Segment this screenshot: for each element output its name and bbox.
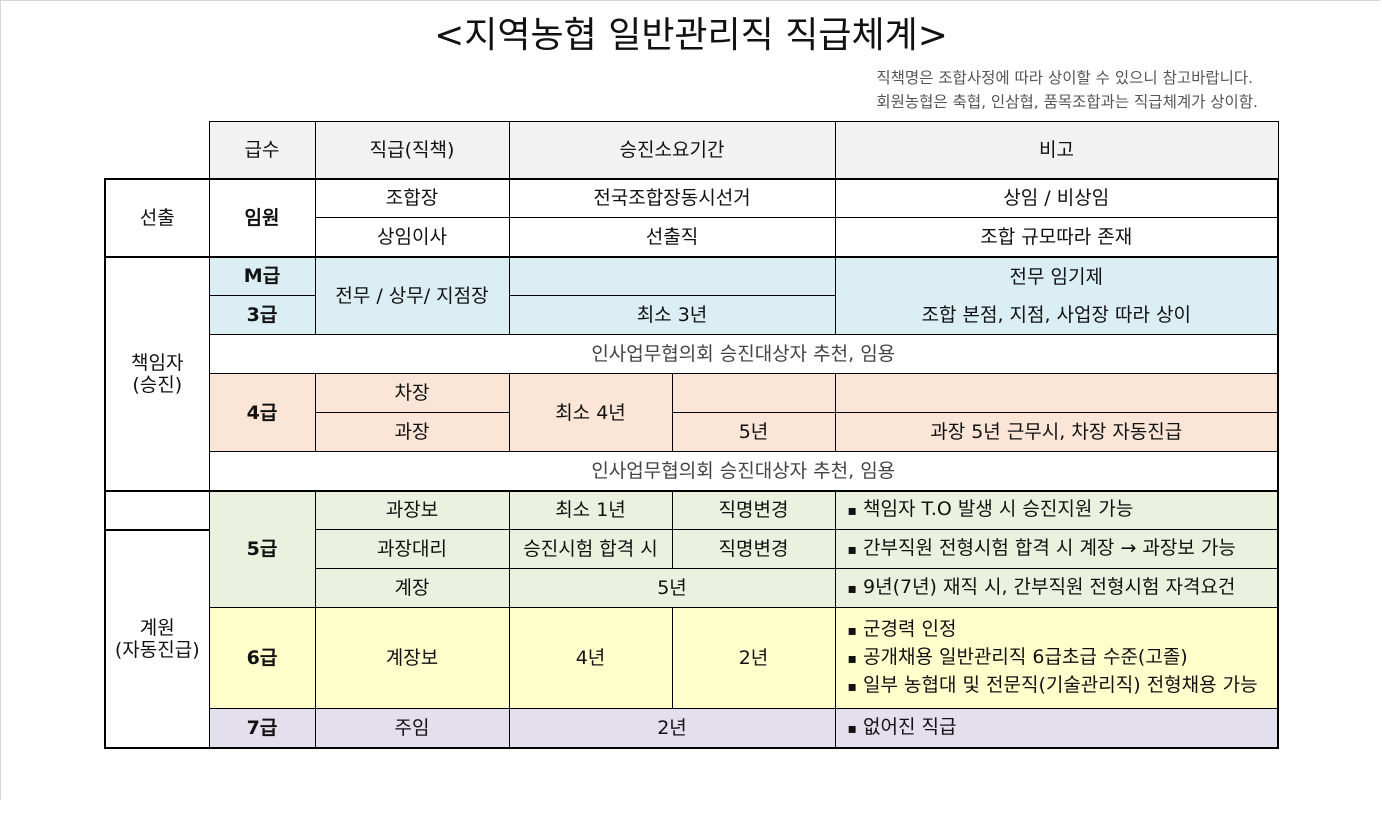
remarks-bullet: 9년(7년) 재직 시, 간부직원 전형시험 자격요건 — [848, 576, 1278, 600]
note-line: 회원농협은 축협, 인삼협, 품목조합과는 직급체계가 상이함. — [876, 93, 1258, 111]
note-line: 직책명은 조합사정에 따라 상이할 수 있으니 참고바랍니다. — [876, 69, 1254, 87]
table-row: 계원 (자동진급) 과장대리 승진시험 합격 시 직명변경 간부직원 전형시험 … — [104, 528, 1279, 749]
period-cell: 5년 — [508, 568, 836, 608]
header-period: 승진소요기간 — [508, 121, 836, 179]
notes: 직책명은 조합사정에 따라 상이할 수 있으니 참고바랍니다. 회원농협은 축협… — [876, 66, 1258, 114]
grade-4: 4급 — [208, 373, 316, 452]
grade-table: 급수 직급(직책) 승진소요기간 비고 선출 임원 조합장 전국조합장동시선거 … — [104, 121, 1279, 749]
period2-cell: 직명변경 — [671, 489, 836, 530]
position-cell: 과장 — [314, 412, 510, 452]
table-row: 7급 주임 2년 없어진 직급 — [105, 708, 1279, 749]
header-grade: 급수 — [208, 121, 316, 179]
grade-officer: 임원 — [208, 177, 316, 257]
table-row: 4급 차장 최소 4년 — [105, 373, 1279, 452]
header-row: 급수 직급(직책) 승진소요기간 비고 — [105, 121, 1279, 179]
period-cell: 최소 1년 — [508, 489, 673, 530]
period-cell: 2년 — [508, 708, 836, 749]
remarks-bullet: 군경력 인정 — [848, 616, 1278, 644]
period-cell: 4년 — [508, 607, 673, 709]
position-cell: 전무 / 상무/ 지점장 — [314, 255, 510, 335]
period2-cell: 직명변경 — [671, 529, 836, 569]
remarks-cell: 과장 5년 근무시, 차장 자동진급 — [834, 412, 1279, 452]
position-cell: 계장 — [314, 568, 510, 608]
table-row: 책임자 (승진) M급 전무 / 상무/ 지점장 전무 임기제 — [104, 255, 1279, 491]
position-cell: 차장 — [314, 373, 510, 413]
group-staff: 계원 (자동진급) — [104, 528, 210, 749]
group-manager: 책임자 (승진) — [104, 255, 210, 491]
promotion-note: 인사업무협의회 승진대상자 추천, 임용 — [208, 334, 1279, 374]
remarks-bullet: 일부 농협대 및 전문직(기술관리직) 전형채용 가능 — [848, 672, 1278, 700]
remarks-bullet: 공개채용 일반관리직 6급초급 수준(고졸) — [848, 644, 1278, 672]
remarks-cell: 9년(7년) 재직 시, 간부직원 전형시험 자격요건 — [834, 568, 1279, 608]
remarks-bullet: 간부직원 전형시험 합격 시 계장 → 과장보 가능 — [848, 537, 1278, 561]
period-cell: 승진시험 합격 시 — [508, 529, 673, 569]
position-cell: 조합장 — [314, 177, 510, 218]
header-remarks: 비고 — [834, 121, 1279, 179]
table-row: 과장 5년 과장 5년 근무시, 차장 자동진급 — [105, 412, 1279, 452]
remarks-cell: 전무 임기제 — [834, 255, 1279, 296]
period2-cell-empty — [671, 373, 836, 413]
position-cell: 과장보 — [314, 489, 510, 530]
grade-6: 6급 — [208, 607, 316, 709]
page-frame — [0, 0, 1380, 800]
position-cell: 과장대리 — [314, 529, 510, 569]
table-row: 선출 임원 조합장 전국조합장동시선거 상임 / 비상임 — [104, 177, 1279, 257]
remarks-bullet: 없어진 직급 — [848, 716, 1278, 740]
table-row: 6급 계장보 4년 2년 군경력 인정 공개채용 일반관리직 6급초급 수준(고… — [105, 607, 1279, 709]
group-elected: 선출 — [104, 177, 210, 257]
table-row: 인사업무협의회 승진대상자 추천, 임용 — [105, 334, 1279, 374]
period-cell: 최소 4년 — [508, 373, 673, 452]
grade-7: 7급 — [208, 708, 316, 749]
remarks-bullet: 책임자 T.O 발생 시 승진지원 가능 — [848, 498, 1278, 522]
page-title: <지역농협 일반관리직 직급체계> — [434, 15, 948, 56]
table-row: 인사업무협의회 승진대상자 추천, 임용 — [105, 451, 1279, 491]
remarks-cell: 군경력 인정 공개채용 일반관리직 6급초급 수준(고졸) 일부 농협대 및 전… — [834, 607, 1279, 709]
grade-3: 3급 — [208, 295, 316, 335]
remarks-cell-empty — [834, 373, 1279, 413]
period-cell: 최소 3년 — [508, 295, 836, 335]
remarks-cell: 책임자 T.O 발생 시 승진지원 가능 — [834, 489, 1279, 530]
position-cell: 주임 — [314, 708, 510, 749]
period2-cell: 5년 — [671, 412, 836, 452]
grade-5: 5급 — [208, 489, 316, 608]
position-cell: 계장보 — [314, 607, 510, 709]
grade-m: M급 — [208, 255, 316, 296]
period-cell-empty — [508, 255, 836, 296]
period-cell: 선출직 — [508, 217, 836, 257]
position-cell: 상임이사 — [314, 217, 510, 257]
table-row: 3급 최소 3년 조합 본점, 지점, 사업장 따라 상이 — [105, 295, 1279, 335]
remarks-cell: 조합 규모따라 존재 — [834, 217, 1279, 257]
period2-cell: 2년 — [671, 607, 836, 709]
group-empty — [104, 489, 210, 530]
promotion-note: 인사업무협의회 승진대상자 추천, 임용 — [208, 451, 1279, 491]
remarks-cell: 없어진 직급 — [834, 708, 1279, 749]
remarks-cell: 조합 본점, 지점, 사업장 따라 상이 — [834, 295, 1279, 335]
period-cell: 전국조합장동시선거 — [508, 177, 836, 218]
remarks-cell: 간부직원 전형시험 합격 시 계장 → 과장보 가능 — [834, 529, 1279, 569]
empty-corner — [105, 122, 209, 179]
header-position: 직급(직책) — [314, 121, 510, 179]
table-row: 5급 과장보 최소 1년 직명변경 책임자 T.O 발생 시 승진지원 가능 — [104, 489, 1279, 608]
table-row: 계장 5년 9년(7년) 재직 시, 간부직원 전형시험 자격요건 — [105, 568, 1279, 608]
remarks-cell: 상임 / 비상임 — [834, 177, 1279, 218]
